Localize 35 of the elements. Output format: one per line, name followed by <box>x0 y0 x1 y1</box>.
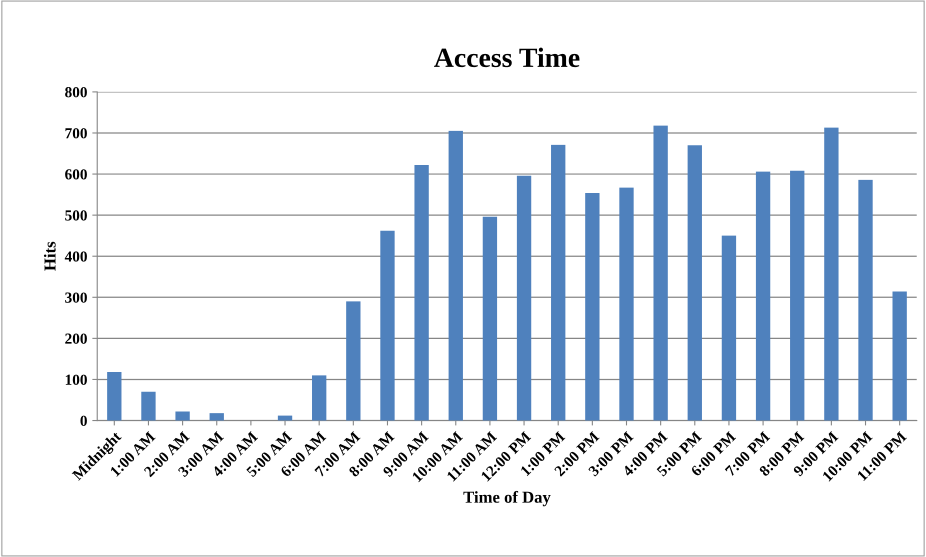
bar <box>107 372 122 421</box>
bar <box>175 412 190 421</box>
y-tick-label: 600 <box>65 169 87 180</box>
bar <box>892 292 907 421</box>
bar <box>824 128 839 421</box>
bar <box>482 216 498 421</box>
y-tick-label: 200 <box>65 334 87 344</box>
y-tick-label: 800 <box>65 87 87 98</box>
bar <box>756 172 770 421</box>
bar <box>688 145 702 421</box>
x-axis-title: Time of Day <box>463 490 551 506</box>
y-tick-label: 400 <box>64 251 87 262</box>
bar <box>858 180 873 421</box>
bar <box>722 236 736 421</box>
y-tick-label: 0 <box>80 416 87 426</box>
bar <box>585 192 600 421</box>
chart-title: Access Time <box>434 48 580 68</box>
bar <box>516 176 532 421</box>
bar <box>346 301 360 421</box>
y-axis-title: Hits <box>44 242 56 271</box>
bar <box>551 144 566 421</box>
bar <box>278 416 292 421</box>
bar <box>380 230 395 421</box>
y-tick-label: 300 <box>65 292 87 303</box>
bar <box>312 375 326 421</box>
bar <box>210 413 224 421</box>
bar <box>619 188 634 421</box>
bar <box>653 126 668 421</box>
y-tick-label: 100 <box>66 374 87 385</box>
y-tick-label: 700 <box>65 128 87 138</box>
bar <box>141 392 156 421</box>
bar <box>448 130 463 421</box>
bar <box>790 170 804 421</box>
y-tick-label: 500 <box>65 210 87 221</box>
bar <box>414 165 429 421</box>
